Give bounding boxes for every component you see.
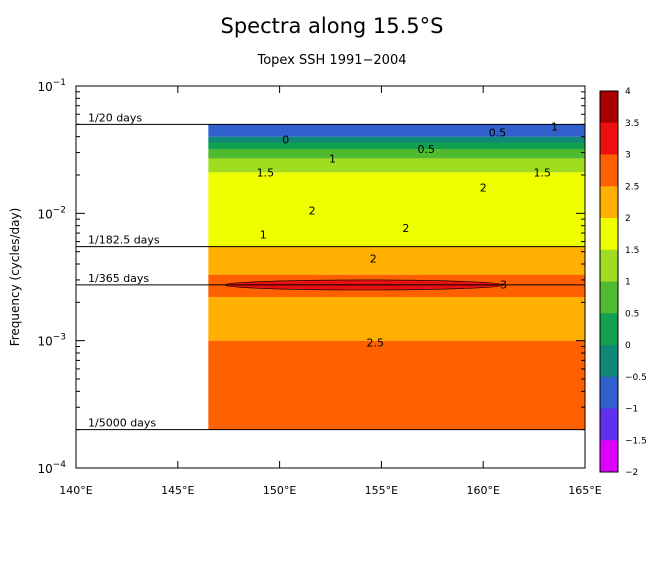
spectra-band-5 (208, 158, 585, 173)
y-tick-label: 10−4 (37, 460, 66, 476)
contour-label: 0.5 (417, 143, 435, 156)
contour-label: 1 (551, 121, 558, 134)
contour-label: 2 (480, 181, 487, 194)
colorbar-label: 3 (625, 151, 631, 161)
contour-label: 0.5 (489, 127, 507, 140)
spectra-band-1 (208, 297, 585, 341)
colorbar-swatch (600, 281, 618, 314)
colorbar-swatch (600, 91, 618, 124)
x-tick-label: 150°E (263, 484, 296, 497)
colorbar-label: 1.5 (625, 246, 639, 256)
y-axis: 10−1 10−2 10−3 10−4 (37, 78, 585, 476)
colorbar-label: 4 (625, 87, 631, 97)
reference-line-label: 1/5000 days (88, 417, 156, 430)
contour-label: 2 (370, 253, 377, 266)
colorbar-swatch (600, 186, 618, 219)
contour-label: 3 (500, 278, 507, 291)
colorbar-swatch (600, 440, 618, 473)
spectra-band-8 (208, 136, 585, 143)
contour-label: 1.5 (533, 166, 551, 179)
colorbar-swatch (600, 249, 618, 282)
spectra-bands (208, 124, 585, 430)
reference-line-label: 1/182.5 days (88, 234, 160, 247)
contour-label: 1.5 (257, 166, 275, 179)
contour-label: 1 (329, 152, 336, 165)
spectra-band-7 (208, 142, 585, 150)
colorbar-label: −1 (625, 405, 638, 415)
x-tick-label: 145°E (161, 484, 194, 497)
colorbar-swatch (600, 345, 618, 378)
reference-line-label: 1/365 days (88, 272, 149, 285)
chart-subtitle: Topex SSH 1991−2004 (256, 53, 406, 68)
plot-frame (75, 85, 586, 469)
x-tick-label: 140°E (59, 484, 92, 497)
y-tick-label: 10−3 (37, 333, 66, 349)
colorbar: 4 3.5 3 2.5 2 1.5 1 0.5 0 −0.5 −1 −1.5 −2 (599, 87, 647, 478)
y-tick-label: 10−1 (37, 78, 66, 94)
contour-label: 2 (402, 222, 409, 235)
spectra-band-3 (208, 246, 585, 275)
colorbar-frame (599, 90, 619, 473)
spectra-band-9 (208, 124, 585, 137)
contour-labels: 1 0.5 0 0.5 1 1.5 1.5 2 2 2 1 2 3 2.5 (257, 121, 558, 350)
reference-line-label: 1/20 days (88, 111, 142, 124)
colorbar-label: 2 (625, 214, 631, 224)
y-axis-label: Frequency (cycles/day) (8, 208, 22, 347)
colorbar-swatch (600, 408, 618, 441)
colorbar-swatch (600, 154, 618, 187)
x-tick-label: 165°E (568, 484, 601, 497)
contour-label: 2.5 (367, 336, 385, 349)
colorbar-label: −0.5 (625, 373, 647, 383)
colorbar-label: 3.5 (625, 119, 639, 129)
y-tick-label: 10−2 (37, 205, 66, 221)
colorbar-swatch (600, 313, 618, 346)
reference-lines: 1/20 days 1/182.5 days 1/365 days 1/5000 da… (76, 111, 585, 431)
x-tick-label: 155°E (365, 484, 398, 497)
spectra-band-4 (208, 172, 585, 247)
x-axis: 140°E 145°E 150°E 155°E 160°E 165°E (59, 86, 602, 497)
spectra-band-6 (208, 149, 585, 159)
colorbar-label: 1 (625, 278, 631, 288)
contour-label: 2 (309, 205, 316, 218)
contour-label: 1 (260, 229, 267, 242)
x-tick-label: 160°E (466, 484, 499, 497)
colorbar-swatch (600, 122, 618, 155)
colorbar-label: −1.5 (625, 436, 647, 446)
colorbar-label: 0.5 (625, 309, 639, 319)
colorbar-label: 0 (625, 341, 631, 351)
chart-title: Spectra along 15.5°S (221, 14, 444, 38)
colorbar-swatch (600, 376, 618, 409)
spectra-band-0 (208, 340, 585, 430)
colorbar-swatch (600, 218, 618, 251)
contour-label: 0 (282, 134, 289, 147)
colorbar-label: 2.5 (625, 182, 639, 192)
colorbar-label: −2 (625, 468, 638, 478)
